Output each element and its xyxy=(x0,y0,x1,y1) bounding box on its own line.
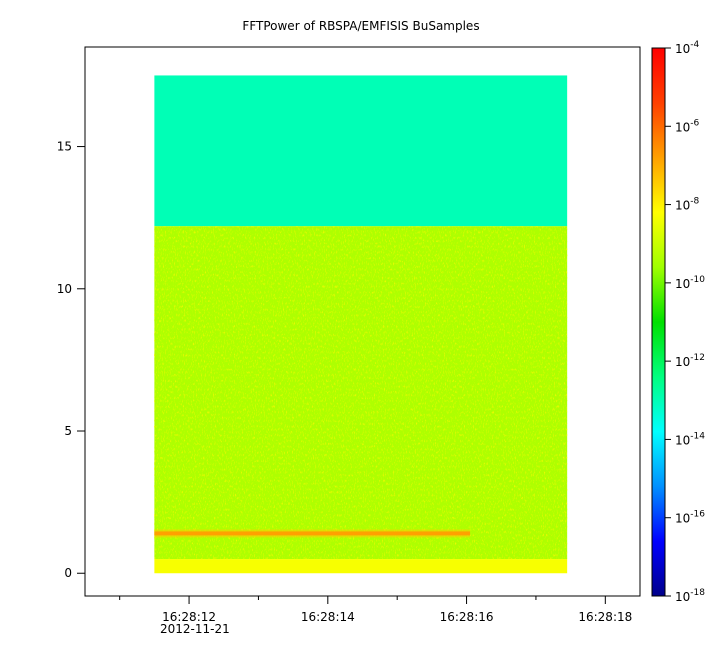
colorbar-ramp xyxy=(651,47,666,597)
y-axis: 0 5 10 15 xyxy=(57,140,85,580)
x-tick-label-0: 16:28:12 xyxy=(162,610,216,624)
x-tick-label-1: 16:28:14 xyxy=(301,610,355,624)
colorbar: 10-4 10-6 10-8 10-10 10-12 10-14 10-16 10-18 xyxy=(651,40,705,604)
colorbar-tick-label-7: 10-18 xyxy=(675,588,705,604)
chart-title: FFTPower of RBSPA/EMFISIS BuSamples xyxy=(242,19,479,33)
colorbar-tick-label-0: 10-4 xyxy=(675,40,700,56)
y-tick-label-1: 5 xyxy=(64,424,72,438)
heatmap-layer xyxy=(154,75,568,574)
heatmap-band-0 xyxy=(154,75,568,227)
x-axis-date-label: 2012-11-21 xyxy=(160,622,230,636)
x-tick-label-2: 16:28:16 xyxy=(440,610,494,624)
colorbar-tick-label-2: 10-8 xyxy=(675,197,700,213)
heatmap-speckle xyxy=(154,226,568,560)
colorbar-tick-label-5: 10-14 xyxy=(675,431,705,447)
y-tick-label-2: 10 xyxy=(57,282,72,296)
y-tick-label-0: 0 xyxy=(64,566,72,580)
colorbar-tick-label-6: 10-16 xyxy=(675,510,705,526)
x-axis: 16:28:12 16:28:14 16:28:16 16:28:18 xyxy=(119,596,632,624)
y-tick-label-3: 15 xyxy=(57,140,72,154)
colorbar-tick-label-3: 10-10 xyxy=(675,275,705,291)
heatmap-band-2 xyxy=(154,559,568,574)
feature-band-0 xyxy=(154,531,471,536)
colorbar-tick-label-4: 10-12 xyxy=(675,353,705,369)
x-tick-label-3: 16:28:18 xyxy=(578,610,632,624)
colorbar-tick-label-1: 10-6 xyxy=(675,118,700,134)
